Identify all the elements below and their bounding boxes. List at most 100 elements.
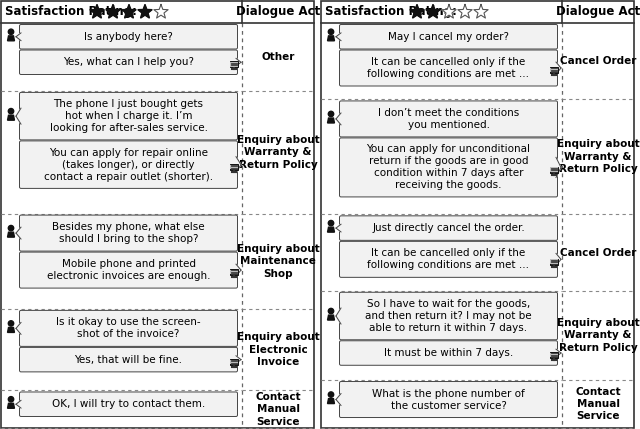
Polygon shape bbox=[236, 58, 241, 66]
FancyBboxPatch shape bbox=[550, 167, 557, 172]
Text: Cancel Order: Cancel Order bbox=[560, 248, 636, 257]
Text: May I cancel my order?: May I cancel my order? bbox=[388, 32, 509, 42]
Polygon shape bbox=[236, 356, 241, 363]
Polygon shape bbox=[16, 108, 21, 124]
Polygon shape bbox=[16, 33, 21, 41]
FancyBboxPatch shape bbox=[230, 359, 239, 365]
FancyBboxPatch shape bbox=[19, 50, 237, 75]
Polygon shape bbox=[328, 227, 335, 232]
Polygon shape bbox=[154, 4, 168, 18]
Polygon shape bbox=[336, 113, 341, 125]
Polygon shape bbox=[106, 4, 120, 18]
Text: Yes, that will be fine.: Yes, that will be fine. bbox=[74, 355, 182, 365]
FancyBboxPatch shape bbox=[339, 381, 557, 417]
Text: Is anybody here?: Is anybody here? bbox=[84, 32, 173, 42]
Polygon shape bbox=[426, 4, 440, 18]
Polygon shape bbox=[8, 36, 15, 41]
FancyBboxPatch shape bbox=[19, 347, 237, 372]
Polygon shape bbox=[138, 4, 152, 18]
Text: What is the phone number of
the customer service?: What is the phone number of the customer… bbox=[372, 389, 525, 411]
Polygon shape bbox=[474, 4, 488, 18]
FancyBboxPatch shape bbox=[339, 242, 557, 277]
FancyBboxPatch shape bbox=[19, 215, 237, 251]
FancyBboxPatch shape bbox=[230, 61, 239, 67]
Text: Is it okay to use the screen-
shot of the invoice?: Is it okay to use the screen- shot of th… bbox=[56, 317, 201, 339]
Text: The phone I just bought gets
hot when I charge it. I’m
looking for after-sales s: The phone I just bought gets hot when I … bbox=[49, 99, 207, 133]
Text: Enquiry about
Warranty &
Return Policy: Enquiry about Warranty & Return Policy bbox=[557, 139, 639, 174]
Text: Enquiry about
Maintenance
Shop: Enquiry about Maintenance Shop bbox=[237, 244, 319, 278]
Text: I don’t meet the conditions
you mentioned.: I don’t meet the conditions you mentione… bbox=[378, 108, 519, 130]
FancyBboxPatch shape bbox=[230, 269, 239, 275]
Circle shape bbox=[328, 308, 333, 314]
Text: It can be cancelled only if the
following conditions are met …: It can be cancelled only if the followin… bbox=[367, 248, 529, 270]
Circle shape bbox=[8, 29, 13, 34]
FancyBboxPatch shape bbox=[339, 101, 557, 137]
Text: OK, I will try to contact them.: OK, I will try to contact them. bbox=[52, 399, 205, 409]
FancyBboxPatch shape bbox=[230, 62, 237, 66]
FancyBboxPatch shape bbox=[550, 352, 558, 358]
Circle shape bbox=[328, 111, 333, 117]
Text: Dialogue Act: Dialogue Act bbox=[556, 6, 640, 18]
Polygon shape bbox=[328, 315, 335, 320]
Text: You can apply for unconditional
return if the goods are in good
condition within: You can apply for unconditional return i… bbox=[367, 145, 531, 190]
Text: It can be cancelled only if the
following conditions are met …: It can be cancelled only if the followin… bbox=[367, 57, 529, 79]
FancyBboxPatch shape bbox=[550, 67, 558, 73]
Polygon shape bbox=[410, 4, 424, 18]
FancyBboxPatch shape bbox=[321, 1, 634, 428]
Polygon shape bbox=[556, 157, 561, 178]
FancyBboxPatch shape bbox=[550, 68, 557, 73]
Polygon shape bbox=[336, 33, 341, 41]
Polygon shape bbox=[556, 254, 561, 265]
Circle shape bbox=[328, 29, 333, 34]
Polygon shape bbox=[336, 393, 341, 405]
FancyBboxPatch shape bbox=[19, 92, 237, 140]
Text: Besides my phone, what else
should I bring to the shop?: Besides my phone, what else should I bri… bbox=[52, 222, 205, 244]
Polygon shape bbox=[8, 115, 15, 120]
Text: Dialogue Act: Dialogue Act bbox=[236, 6, 320, 18]
Circle shape bbox=[8, 225, 13, 231]
Text: Enquiry about
Warranty &
Return Policy: Enquiry about Warranty & Return Policy bbox=[557, 318, 639, 353]
FancyBboxPatch shape bbox=[230, 164, 239, 170]
Circle shape bbox=[8, 321, 13, 326]
Text: Enquiry about
Warranty &
Return Policy: Enquiry about Warranty & Return Policy bbox=[237, 135, 319, 169]
Text: Cancel Order: Cancel Order bbox=[560, 56, 636, 66]
FancyBboxPatch shape bbox=[550, 260, 557, 264]
FancyBboxPatch shape bbox=[550, 166, 558, 172]
Polygon shape bbox=[336, 224, 341, 232]
Polygon shape bbox=[16, 227, 21, 239]
Polygon shape bbox=[90, 4, 104, 18]
Text: Mobile phone and printed
electronic invoices are enough.: Mobile phone and printed electronic invo… bbox=[47, 259, 211, 281]
Text: So I have to wait for the goods,
and then return it? I may not be
able to return: So I have to wait for the goods, and the… bbox=[365, 299, 532, 333]
Polygon shape bbox=[328, 36, 335, 41]
Polygon shape bbox=[328, 399, 335, 404]
FancyBboxPatch shape bbox=[19, 252, 237, 288]
FancyBboxPatch shape bbox=[339, 216, 557, 240]
Polygon shape bbox=[16, 400, 21, 408]
Text: Just directly cancel the order.: Just directly cancel the order. bbox=[372, 223, 525, 233]
Polygon shape bbox=[336, 308, 341, 324]
Text: Other: Other bbox=[261, 52, 294, 62]
Text: Contact
Manual
Service: Contact Manual Service bbox=[255, 392, 301, 426]
FancyBboxPatch shape bbox=[1, 1, 314, 428]
FancyBboxPatch shape bbox=[230, 165, 237, 169]
Text: Satisfaction Rating:: Satisfaction Rating: bbox=[325, 6, 457, 18]
Text: You can apply for repair online
(takes longer), or directly
contact a repair out: You can apply for repair online (takes l… bbox=[44, 148, 213, 181]
Text: Contact
Manual
Service: Contact Manual Service bbox=[575, 387, 621, 421]
FancyBboxPatch shape bbox=[230, 360, 237, 364]
Polygon shape bbox=[556, 349, 561, 357]
FancyBboxPatch shape bbox=[230, 270, 237, 275]
Text: Yes, what can I help you?: Yes, what can I help you? bbox=[63, 57, 194, 67]
Polygon shape bbox=[458, 4, 472, 18]
Text: It must be within 7 days.: It must be within 7 days. bbox=[384, 348, 513, 358]
FancyBboxPatch shape bbox=[339, 138, 557, 197]
Text: Enquiry about
Electronic
Invoice: Enquiry about Electronic Invoice bbox=[237, 332, 319, 367]
Circle shape bbox=[8, 396, 13, 402]
Polygon shape bbox=[236, 157, 241, 172]
FancyBboxPatch shape bbox=[19, 311, 237, 346]
FancyBboxPatch shape bbox=[19, 392, 237, 417]
Polygon shape bbox=[442, 4, 456, 18]
FancyBboxPatch shape bbox=[19, 141, 237, 188]
Polygon shape bbox=[122, 4, 136, 18]
Polygon shape bbox=[8, 232, 15, 237]
FancyBboxPatch shape bbox=[339, 50, 557, 86]
